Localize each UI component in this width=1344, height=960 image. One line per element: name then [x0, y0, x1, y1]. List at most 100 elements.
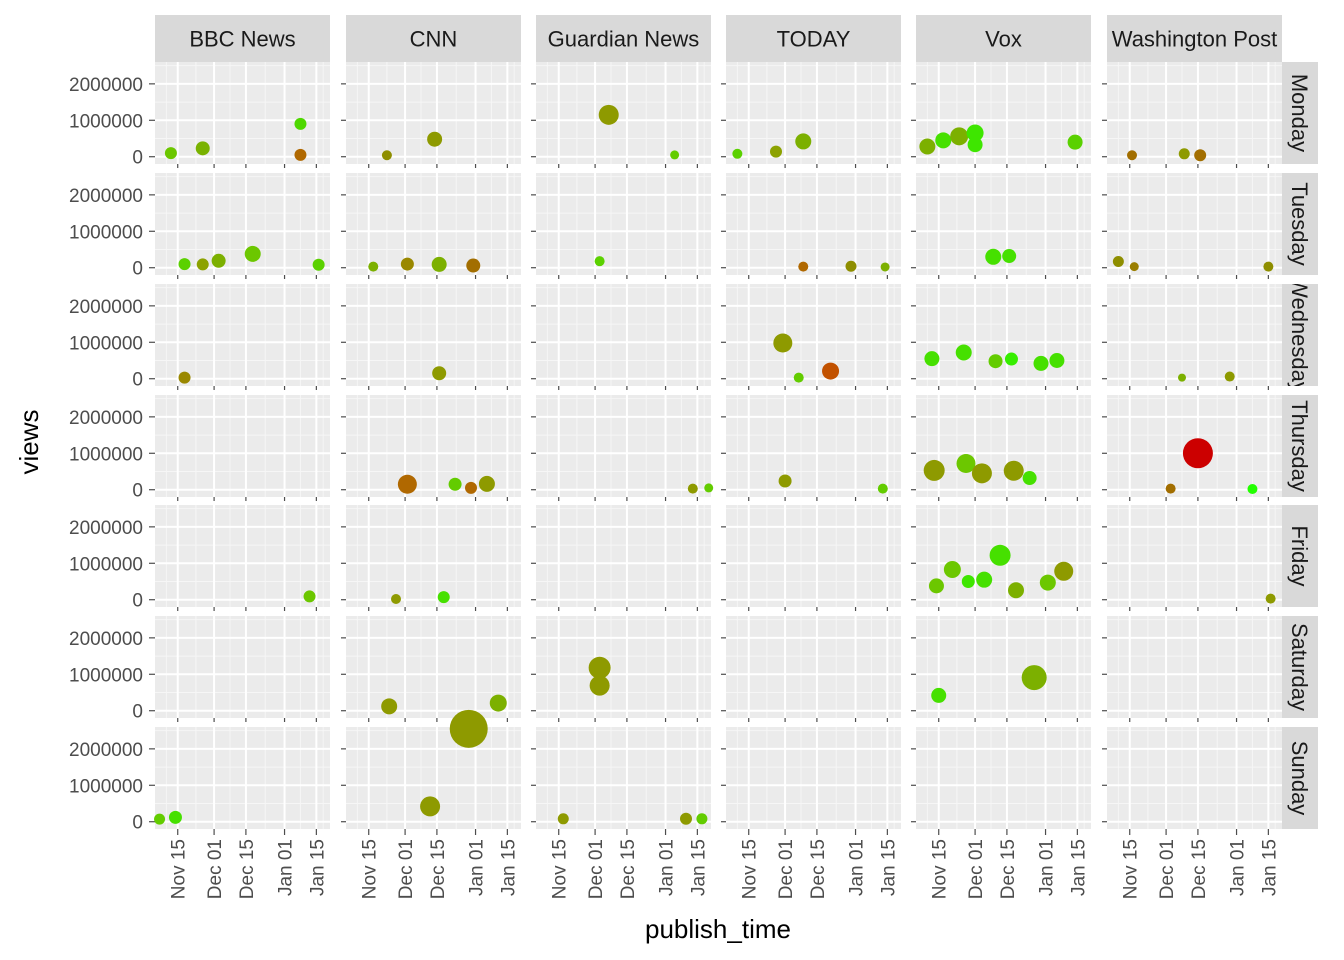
- panel-guardian-news-monday: [536, 62, 711, 164]
- y-tick-label: 1000000: [69, 333, 143, 354]
- strip-background: [1282, 395, 1318, 497]
- panel-background: [1107, 616, 1282, 718]
- point-cnn-thursday: [448, 477, 462, 491]
- point-today-thursday: [877, 483, 888, 494]
- panel-backgrounds: [155, 62, 1282, 829]
- panel-background: [726, 395, 901, 497]
- panel-bbc-news-thursday: [155, 395, 330, 497]
- panel-washington-post-friday: [1107, 505, 1282, 607]
- point-guardian-news-sunday: [557, 813, 569, 825]
- point-vox-saturday: [1021, 665, 1047, 691]
- point-guardian-news-monday: [670, 150, 680, 160]
- point-cnn-friday: [437, 591, 450, 604]
- panel-background: [536, 62, 711, 164]
- point-bbc-news-monday: [164, 147, 177, 160]
- point-cnn-thursday: [478, 475, 495, 492]
- panel-background: [726, 727, 901, 829]
- x-tick-label: Nov 15: [360, 839, 381, 899]
- point-bbc-news-monday: [195, 141, 210, 156]
- y-tick-label: 1000000: [69, 665, 143, 686]
- point-washington-post-tuesday: [1263, 261, 1274, 272]
- panel-today-saturday: [726, 616, 901, 718]
- point-bbc-news-tuesday: [178, 258, 191, 271]
- point-washington-post-friday: [1265, 593, 1276, 604]
- y-tick-label: 2000000: [69, 518, 143, 539]
- point-vox-wednesday: [924, 351, 940, 367]
- x-axis-title: publish_time: [645, 914, 791, 944]
- panel-background: [346, 505, 521, 607]
- point-vox-wednesday: [1049, 353, 1065, 368]
- point-cnn-thursday: [465, 481, 477, 494]
- point-guardian-news-thursday: [687, 483, 698, 494]
- point-guardian-news-thursday: [704, 483, 714, 493]
- strip-wednesday: Wednesday: [1282, 277, 1318, 393]
- point-vox-thursday: [1022, 471, 1037, 486]
- panel-guardian-news-tuesday: [536, 173, 711, 275]
- axes: 0 1000000 2000000 0 1000000 2000000 0 1000000 20…: [69, 75, 1280, 899]
- point-washington-post-wednesday: [1178, 373, 1186, 382]
- x-tick-label: Dec 15: [237, 839, 258, 899]
- panel-background: [1107, 62, 1282, 164]
- point-guardian-news-saturday: [589, 675, 610, 696]
- panel-cnn-tuesday: [346, 173, 521, 275]
- x-tick-label: Dec 01: [396, 839, 417, 899]
- row-strip-label: Thursday: [1287, 400, 1312, 492]
- point-today-tuesday: [880, 262, 890, 272]
- point-today-tuesday: [798, 261, 809, 272]
- point-bbc-news-tuesday: [312, 258, 325, 271]
- point-vox-friday: [928, 578, 944, 594]
- strip-background: [1282, 173, 1318, 275]
- column-strip-label: TODAY: [777, 27, 851, 52]
- point-washington-post-monday: [1178, 148, 1190, 160]
- x-tick-label: Nov 15: [740, 839, 761, 899]
- point-vox-monday: [1067, 134, 1083, 150]
- x-tick-label: Dec 01: [1157, 839, 1178, 899]
- panel-background: [155, 727, 330, 829]
- point-cnn-saturday: [489, 694, 507, 712]
- column-strip-label: CNN: [410, 27, 458, 52]
- x-tick-label: Jan 15: [878, 839, 899, 896]
- point-vox-monday: [935, 132, 952, 149]
- strip-background: [1282, 616, 1318, 718]
- point-guardian-news-tuesday: [594, 256, 605, 267]
- panel-background: [536, 173, 711, 275]
- panel-background: [536, 284, 711, 386]
- panel-washington-post-tuesday: [1107, 173, 1282, 275]
- point-bbc-news-tuesday: [244, 245, 261, 262]
- panel-background: [916, 284, 1091, 386]
- panel-background: [155, 505, 330, 607]
- panel-background: [726, 62, 901, 164]
- panel-cnn-friday: [346, 505, 521, 607]
- panel-today-friday: [726, 505, 901, 607]
- point-cnn-sunday: [449, 709, 488, 748]
- y-tick-label: 2000000: [69, 408, 143, 429]
- panel-background: [536, 505, 711, 607]
- panel-background: [726, 616, 901, 718]
- point-vox-thursday: [971, 463, 992, 484]
- panel-guardian-news-saturday: [536, 616, 711, 718]
- facet-strips: BBC News CNN Guardian News TODAY Vox Washingt…: [155, 15, 1318, 829]
- panel-background: [346, 395, 521, 497]
- x-tick-label: Jan 15: [1068, 839, 1089, 896]
- panel-background: [1107, 505, 1282, 607]
- y-tick-label: 2000000: [69, 629, 143, 650]
- x-tick-label: Dec 01: [966, 839, 987, 899]
- x-tick-label: Nov 15: [550, 839, 571, 899]
- column-strip-label: BBC News: [189, 27, 295, 52]
- panel-background: [1107, 284, 1282, 386]
- point-vox-friday: [976, 571, 993, 588]
- x-tick-label: Jan 01: [276, 839, 297, 896]
- point-washington-post-tuesday: [1129, 262, 1139, 272]
- panel-today-tuesday: [726, 173, 901, 275]
- point-today-monday: [795, 133, 812, 150]
- panel-bbc-news-wednesday: [155, 284, 330, 386]
- point-bbc-news-sunday: [168, 810, 182, 824]
- row-strip-label: Tuesday: [1287, 182, 1312, 266]
- strip-background: [1282, 284, 1318, 386]
- column-strip-label: Vox: [985, 27, 1022, 52]
- point-today-monday: [732, 148, 743, 159]
- strip-washington-post: Washington Post: [1107, 15, 1282, 62]
- row-strip-label: Monday: [1287, 74, 1312, 152]
- point-cnn-wednesday: [432, 366, 447, 381]
- panel-guardian-news-wednesday: [536, 284, 711, 386]
